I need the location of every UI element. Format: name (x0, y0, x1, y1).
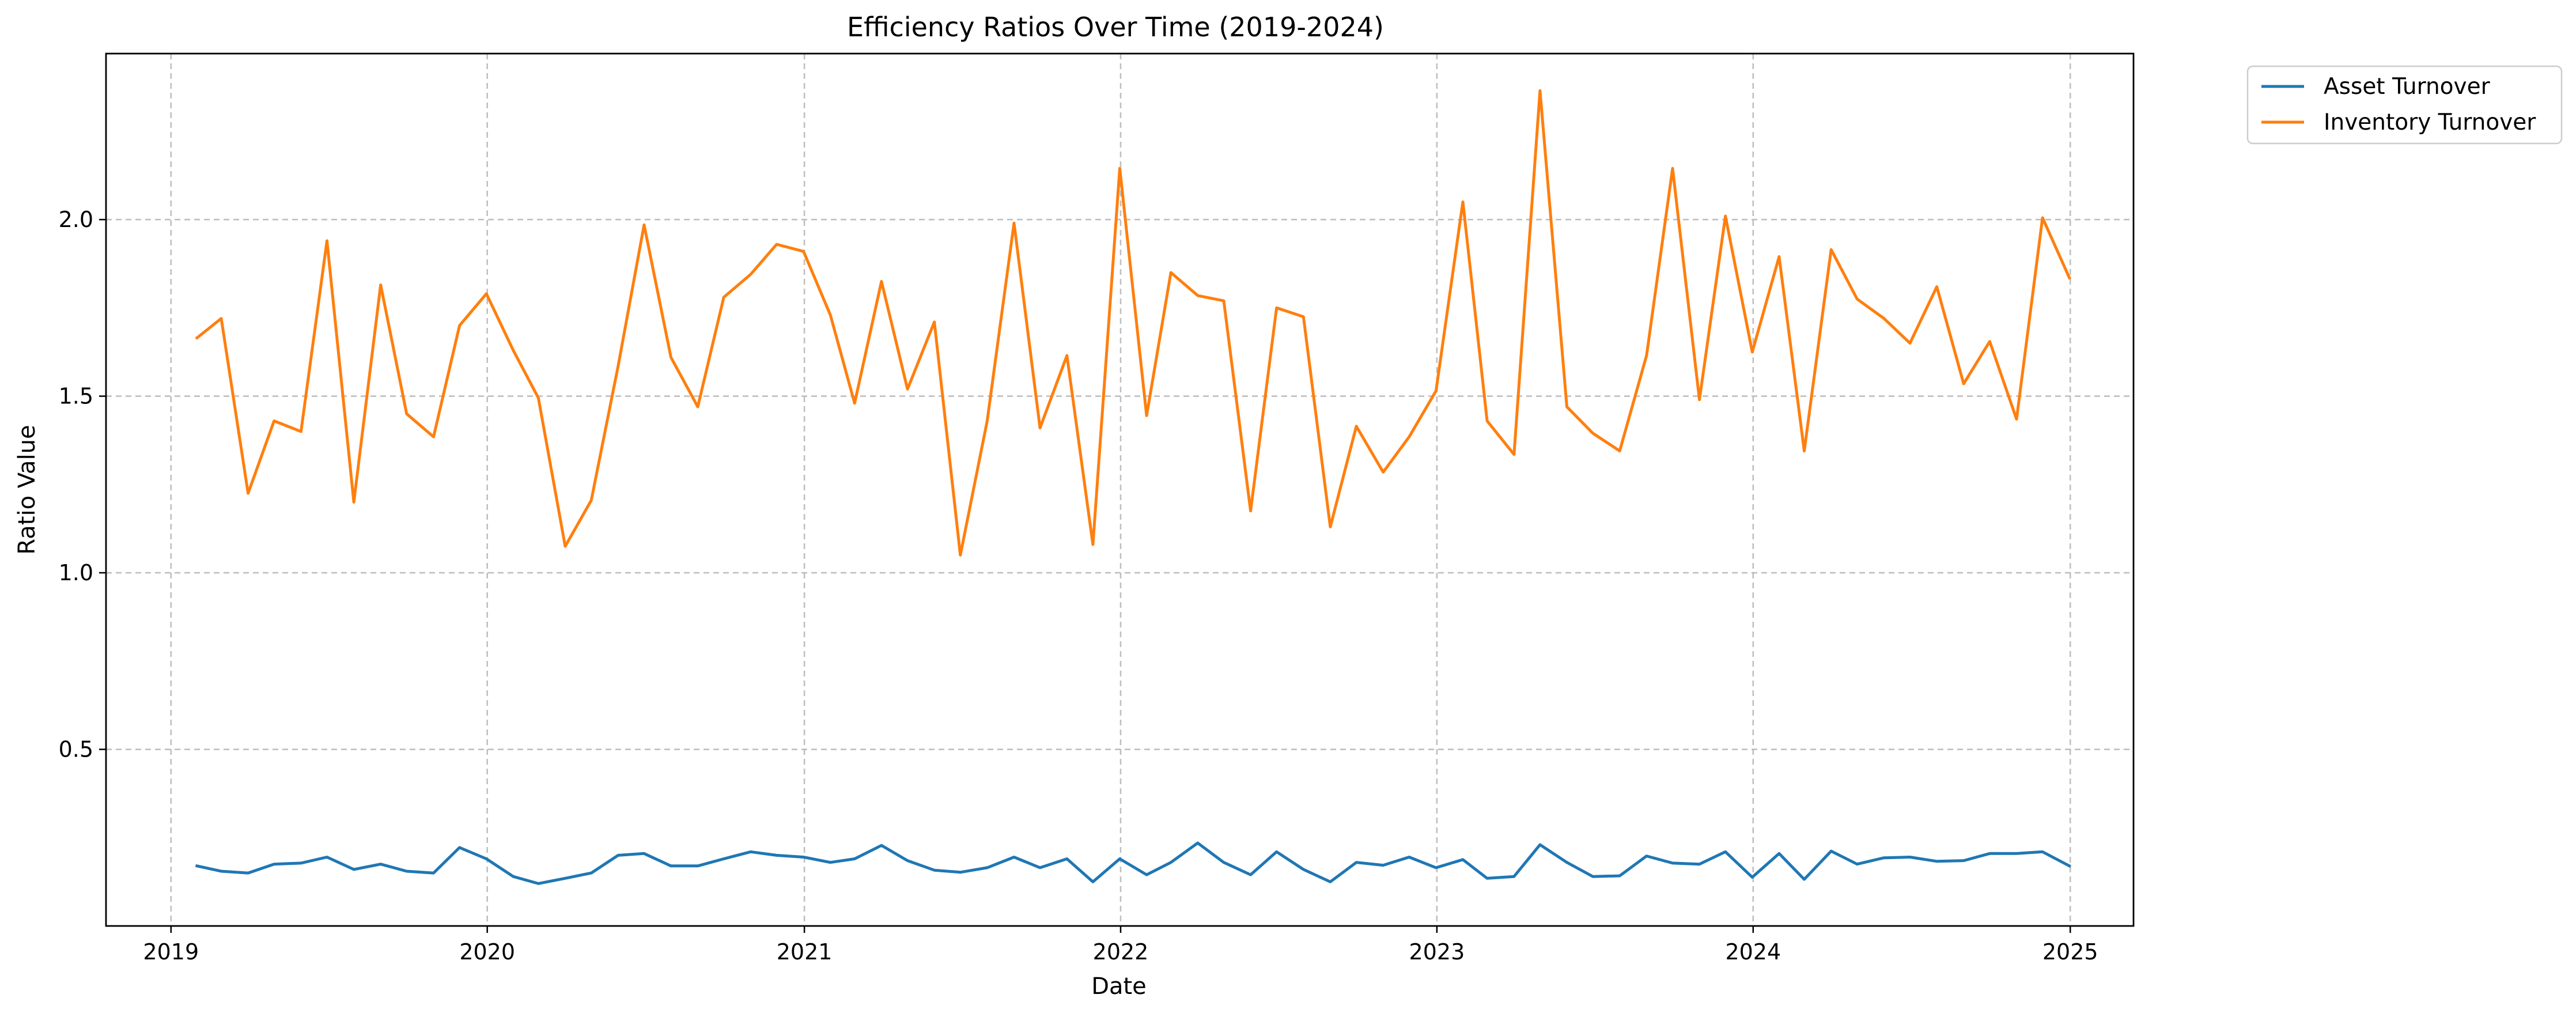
y-tick-label-2.0: 2.0 (59, 207, 93, 232)
legend-label-asset-turnover: Asset Turnover (2324, 74, 2491, 100)
legend-box (2246, 65, 2563, 145)
plot-frame (105, 52, 2135, 927)
y-tick-label-1.5: 1.5 (59, 384, 93, 409)
x-tick-label-2022: 2022 (1093, 939, 1149, 965)
x-tick-label-2024: 2024 (1725, 939, 1781, 965)
y-axis: 0.5 1.0 1.5 2.0 (59, 207, 106, 762)
x-tick-label-2020: 2020 (459, 939, 515, 965)
x-axis: 2019 2020 2021 2022 2023 2024 2025 (143, 926, 2098, 965)
series-lines (195, 89, 2072, 885)
y-tick-label-0.5: 0.5 (59, 737, 93, 762)
legend: Asset Turnover Inventory Turnover (2246, 65, 2563, 145)
chart-title: Efficiency Ratios Over Time (2019-2024) (847, 12, 1384, 43)
x-tick-label-2025: 2025 (2042, 939, 2098, 965)
y-axis-label: Ratio Value (14, 425, 40, 554)
x-tick-label-2021: 2021 (777, 939, 833, 965)
x-tick-label-2019: 2019 (143, 939, 199, 965)
series-line-inventory-turnover (195, 89, 2072, 557)
series-line-asset-turnover (195, 841, 2072, 885)
y-tick-label-1.0: 1.0 (59, 560, 93, 585)
x-tick-label-2023: 2023 (1409, 939, 1465, 965)
x-axis-label: Date (1091, 973, 1147, 1000)
legend-label-inventory-turnover: Inventory Turnover (2324, 109, 2536, 135)
